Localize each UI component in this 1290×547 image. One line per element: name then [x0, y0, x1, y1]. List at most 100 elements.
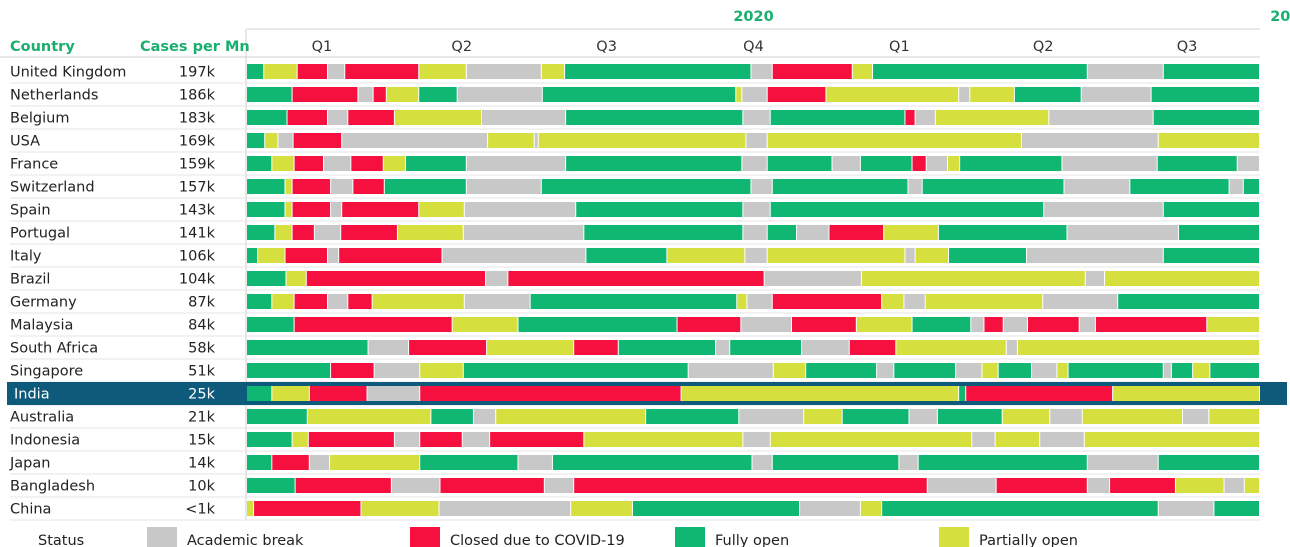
segment-japan-1-C [272, 455, 309, 470]
segment-australia-8-F [842, 409, 909, 424]
segment-brazil-8-P [1105, 271, 1259, 286]
segment-italy-9-P [767, 248, 905, 263]
segment-australia-12-A [1050, 409, 1082, 424]
segment-belgium-6-F [566, 110, 743, 125]
segment-bangladesh-6-A [927, 478, 996, 493]
segment-germany-5-P [372, 294, 464, 309]
status-legend: Status Academic break Closed due to COVID-… [38, 527, 1078, 547]
segment-germany-1-P [272, 294, 294, 309]
quarter-labels: Q1 Q2 Q3 Q4 Q1 Q2 Q3 [312, 39, 1198, 55]
segment-germany-2-C [294, 294, 328, 309]
cases-label-australia: 21k [188, 410, 215, 426]
segment-south-africa-10-P [896, 340, 1006, 355]
segment-belgium-1-C [287, 110, 328, 125]
row-brazil: Brazil 104k [10, 271, 1260, 288]
segment-japan-8-F [772, 455, 899, 470]
segment-indonesia-3-A [394, 432, 420, 447]
segment-netherlands-4-P [386, 87, 419, 102]
segment-united-kingdom-12-F [873, 64, 1087, 79]
segment-netherlands-15-A [1081, 87, 1151, 102]
segment-bangladesh-8-A [1087, 478, 1110, 493]
country-label-usa: USA [10, 134, 40, 150]
segment-united-kingdom-7-P [541, 64, 565, 79]
segment-france-17-A [1062, 156, 1157, 171]
segment-china-5-F [632, 501, 800, 516]
segment-spain-9-F [770, 202, 1044, 217]
segment-indonesia-7-P [584, 432, 743, 447]
segment-india-1-P [272, 386, 309, 401]
segment-australia-0-F [247, 409, 307, 424]
legend-swatch-closed-due-to-covid-19 [410, 527, 440, 547]
segment-france-0-F [247, 156, 272, 171]
segment-singapore-19-F [1210, 363, 1259, 378]
segment-switzerland-9-F [772, 179, 908, 194]
segment-singapore-17-F [1171, 363, 1193, 378]
segment-spain-0-F [247, 202, 285, 217]
cases-label-brazil: 104k [179, 272, 216, 288]
segment-japan-9-A [899, 455, 918, 470]
segment-japan-0-F [247, 455, 272, 470]
row-spain: Spain 143k [10, 202, 1260, 219]
country-label-brazil: Brazil [10, 272, 50, 288]
country-label-germany: Germany [10, 295, 77, 311]
segment-belgium-3-C [348, 110, 394, 125]
row-south-africa: South Africa 58k [10, 340, 1260, 357]
segment-portugal-2-C [292, 225, 314, 240]
segment-bangladesh-12-P [1244, 478, 1259, 493]
segment-belgium-13-F [1153, 110, 1259, 125]
country-label-china: China [10, 502, 51, 518]
row-japan: Japan 14k [9, 455, 1260, 472]
segment-belgium-12-A [1049, 110, 1153, 125]
cases-label-south-africa: 58k [188, 341, 215, 357]
segment-spain-7-F [576, 202, 743, 217]
cases-label-netherlands: 186k [179, 88, 216, 104]
segment-netherlands-11-P [826, 87, 959, 102]
segment-india-6-F [959, 386, 966, 401]
segment-france-16-F [960, 156, 1062, 171]
segment-singapore-5-A [688, 363, 773, 378]
segment-bangladesh-7-C [996, 478, 1087, 493]
cases-label-usa: 169k [179, 134, 216, 150]
segment-belgium-4-P [394, 110, 482, 125]
segment-germany-13-P [925, 294, 1043, 309]
legend-label-academic-break: Academic break [187, 533, 304, 547]
segment-italy-12-F [949, 248, 1027, 263]
segment-japan-3-P [330, 455, 420, 470]
segment-belgium-11-P [935, 110, 1049, 125]
cases-label-bangladesh: 10k [188, 479, 215, 495]
segment-portugal-11-C [829, 225, 884, 240]
cases-label-portugal: 141k [179, 226, 216, 242]
segment-indonesia-11-P [995, 432, 1040, 447]
segment-switzerland-13-F [1130, 179, 1229, 194]
segment-united-kingdom-14-F [1163, 64, 1259, 79]
segment-australia-14-A [1183, 409, 1209, 424]
segment-singapore-10-A [956, 363, 982, 378]
segment-singapore-11-P [982, 363, 998, 378]
segment-brazil-7-A [1085, 271, 1105, 286]
segment-china-9-A [1158, 501, 1214, 516]
segment-malaysia-1-C [294, 317, 452, 332]
segment-brazil-6-P [861, 271, 1085, 286]
segment-belgium-2-A [328, 110, 348, 125]
legend-label-partially-open: Partially open [979, 533, 1078, 547]
segment-china-0-P [247, 501, 254, 516]
cases-label-italy: 106k [179, 249, 216, 265]
segment-netherlands-14-F [1014, 87, 1081, 102]
segment-italy-4-C [339, 248, 442, 263]
segment-singapore-6-P [773, 363, 806, 378]
segment-italy-0-F [247, 248, 258, 263]
legend-title: Status [38, 533, 84, 547]
segment-south-africa-2-C [409, 340, 487, 355]
cases-label-indonesia: 15k [188, 433, 215, 449]
country-label-south-africa: South Africa [10, 341, 98, 357]
country-label-portugal: Portugal [10, 226, 70, 242]
segment-spain-8-A [743, 202, 770, 217]
row-china: China <1k [10, 501, 1260, 518]
segment-belgium-10-A [915, 110, 935, 125]
segment-bangladesh-9-C [1110, 478, 1175, 493]
segment-india-4-C [420, 386, 681, 401]
country-label-italy: Italy [10, 249, 42, 265]
segment-france-1-P [272, 156, 294, 171]
segment-malaysia-15-P [1207, 317, 1259, 332]
segment-indonesia-2-C [308, 432, 394, 447]
